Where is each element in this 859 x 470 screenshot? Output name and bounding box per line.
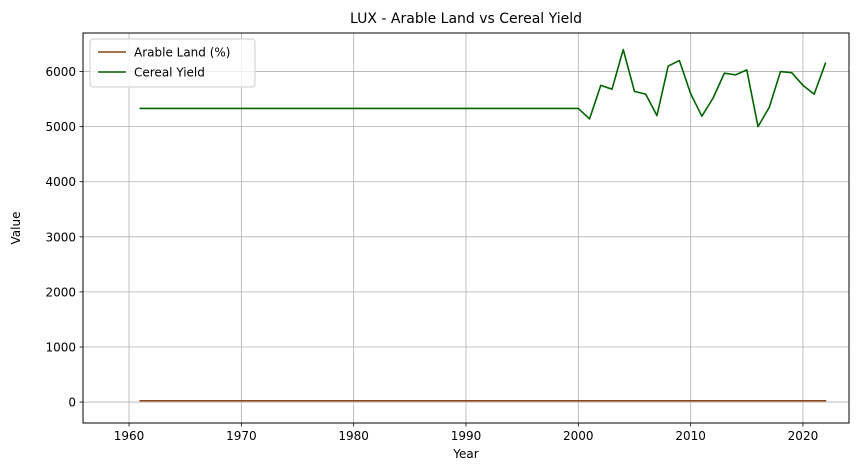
x-tick-label: 1990 <box>451 429 482 443</box>
y-axis-label: Value <box>9 212 23 245</box>
x-axis-label: Year <box>452 447 478 461</box>
y-tick-label: 2000 <box>45 285 76 299</box>
y-tick-label: 5000 <box>45 120 76 134</box>
legend-entry-label: Arable Land (%) <box>134 46 231 60</box>
x-tick-label: 2010 <box>675 429 706 443</box>
legend: Arable Land (%) Cereal Yield <box>89 38 256 88</box>
x-tick-label: 2020 <box>788 429 819 443</box>
x-tick-label: 1970 <box>226 429 257 443</box>
x-tick-label: 1980 <box>338 429 369 443</box>
y-tick-label: 1000 <box>45 340 76 354</box>
series-line-cereal-yield <box>139 48 827 128</box>
legend-box <box>89 38 256 88</box>
x-tick-label: 1960 <box>114 429 145 443</box>
chart-title: LUX - Arable Land vs Cereal Yield <box>350 11 582 27</box>
legend-entry-label: Cereal Yield <box>134 66 205 80</box>
y-tick-label: 3000 <box>45 230 76 244</box>
grid-lines <box>83 33 849 423</box>
y-tick-label: 4000 <box>45 175 76 189</box>
series-lines <box>139 48 827 402</box>
y-tick-label: 6000 <box>45 65 76 79</box>
x-tick-label: 2000 <box>563 429 594 443</box>
y-tick-label: 0 <box>68 396 76 410</box>
axis-ticks: 1960 1970 1980 1990 2000 2010 2020 0 1000 2000 300… <box>45 65 818 443</box>
